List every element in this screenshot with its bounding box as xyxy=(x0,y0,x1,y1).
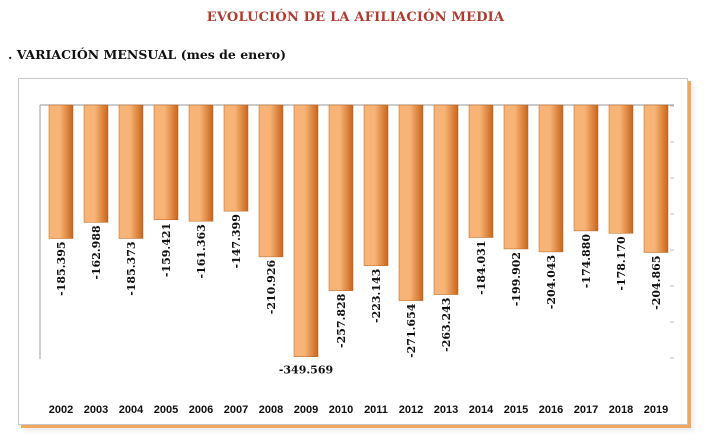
bar-2013 xyxy=(433,104,459,295)
bar-2006 xyxy=(188,104,214,222)
x-tick-label-2009: 2009 xyxy=(294,404,318,416)
bar-2014 xyxy=(468,104,494,238)
data-label-2014: -184.031 xyxy=(475,241,488,295)
x-tick-label-2019: 2019 xyxy=(644,404,668,416)
data-label-2002: -185.395 xyxy=(55,241,68,295)
bar-2002 xyxy=(48,104,74,239)
data-label-2015: -199.902 xyxy=(510,252,523,306)
x-tick-label-2017: 2017 xyxy=(574,404,598,416)
data-label-2016: -204.043 xyxy=(545,255,558,309)
data-label-2008: -210.926 xyxy=(265,260,278,315)
bar-2003 xyxy=(83,104,109,223)
x-tick-label-2006: 2006 xyxy=(189,404,213,416)
x-tick-label-2014: 2014 xyxy=(469,404,494,416)
bar-2007 xyxy=(223,104,249,212)
data-label-2005: -159.421 xyxy=(160,223,173,277)
x-tick-label-2010: 2010 xyxy=(329,404,353,416)
bar-2018 xyxy=(608,104,634,234)
x-tick-label-2002: 2002 xyxy=(49,404,73,416)
data-label-2012: -271.654 xyxy=(405,303,418,358)
x-tick-label-2015: 2015 xyxy=(504,404,528,416)
x-tick-label-2016: 2016 xyxy=(539,404,563,416)
x-tick-label-2007: 2007 xyxy=(224,404,248,416)
data-label-2010: -257.828 xyxy=(335,293,348,348)
x-tick-label-2005: 2005 xyxy=(154,404,178,416)
bar-2011 xyxy=(363,104,389,266)
data-label-2018: -178.170 xyxy=(615,236,628,291)
data-label-2013: -263.243 xyxy=(440,298,453,352)
x-tick-label-2012: 2012 xyxy=(399,404,423,416)
section-title: . VARIACIÓN MENSUAL (mes de enero) xyxy=(8,47,287,62)
bar-2016 xyxy=(538,104,564,253)
x-tick-label-2008: 2008 xyxy=(259,404,283,416)
bar-2008 xyxy=(258,104,284,258)
data-label-2006: -161.363 xyxy=(195,224,208,278)
data-label-2003: -162.988 xyxy=(90,225,103,280)
data-label-2009: -349.569 xyxy=(279,364,333,377)
bar-2010 xyxy=(328,104,354,291)
page-title: EVOLUCIÓN DE LA AFILIACIÓN MEDIA xyxy=(206,10,505,25)
data-label-2011: -223.143 xyxy=(370,269,383,323)
bar-2004 xyxy=(118,104,144,239)
x-tick-label-2004: 2004 xyxy=(119,404,144,416)
bar-2005 xyxy=(153,104,179,221)
x-tick-label-2003: 2003 xyxy=(84,404,108,416)
x-tick-label-2011: 2011 xyxy=(364,404,388,416)
data-label-2004: -185.373 xyxy=(125,241,138,295)
data-label-2019: -204.865 xyxy=(650,256,663,310)
bar-2015 xyxy=(503,104,529,250)
bar-2019 xyxy=(643,104,669,253)
data-label-2017: -174.880 xyxy=(580,234,593,289)
x-tick-label-2013: 2013 xyxy=(434,404,458,416)
x-tick-label-2018: 2018 xyxy=(609,404,633,416)
bar-2009 xyxy=(293,104,319,357)
data-label-2007: -147.399 xyxy=(230,214,243,268)
bar-2012 xyxy=(398,104,424,301)
bar-2017 xyxy=(573,104,599,232)
